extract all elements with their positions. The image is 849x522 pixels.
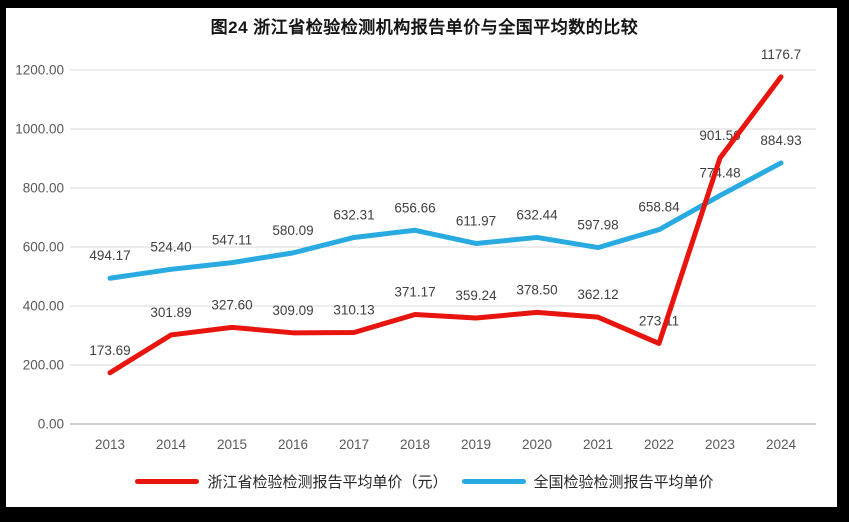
- data-label: 884.93: [760, 133, 801, 148]
- legend-item-national: 全国检验检测报告平均单价: [461, 471, 714, 492]
- data-label: 547.11: [212, 233, 252, 248]
- x-axis-tick-label: 2022: [644, 437, 674, 452]
- data-label: 362.12: [577, 287, 618, 302]
- data-label: 371.17: [394, 285, 435, 300]
- data-label: 524.40: [150, 239, 191, 254]
- data-label: 580.09: [272, 223, 313, 238]
- series-line-0: [107, 74, 784, 376]
- data-label: 774.48: [699, 166, 740, 181]
- y-axis-tick-label: 600.00: [23, 240, 64, 255]
- data-label: 901.56: [699, 128, 740, 143]
- data-label: 632.31: [333, 207, 374, 222]
- data-label: 310.13: [333, 303, 374, 318]
- legend-label-zhejiang: 浙江省检验检测报告平均单价（元）: [207, 474, 448, 491]
- data-label: 1176.7: [761, 47, 801, 62]
- x-axis-tick-label: 2019: [461, 437, 491, 452]
- y-axis-tick-label: 400.00: [23, 299, 64, 314]
- y-axis-tick-label: 200.00: [23, 358, 64, 373]
- x-axis-tick-label: 2020: [522, 437, 552, 452]
- data-label: 611.97: [456, 213, 496, 228]
- legend-swatch-zhejiang-red-line: [135, 479, 200, 484]
- y-axis-tick-label: 1000.00: [15, 122, 64, 137]
- x-axis-tick-label: 2015: [217, 437, 247, 452]
- data-label: 301.89: [150, 305, 191, 320]
- legend-swatch-national-blue-line: [461, 479, 526, 484]
- y-axis-tick-label: 1200.00: [15, 63, 64, 78]
- data-label: 494.17: [89, 248, 130, 263]
- x-axis-tick-label: 2018: [400, 437, 430, 452]
- chart-title: 图24 浙江省检验检测机构报告单价与全国平均数的比较: [210, 18, 639, 37]
- data-label: 359.24: [455, 288, 497, 303]
- x-axis-tick-label: 2017: [339, 437, 369, 452]
- x-axis-tick-label: 2014: [156, 437, 187, 452]
- data-label: 658.84: [638, 200, 680, 215]
- x-axis-tick-label: 2024: [766, 437, 797, 452]
- x-axis-tick-label: 2016: [278, 437, 308, 452]
- data-label: 327.60: [211, 297, 252, 312]
- data-label: 309.09: [272, 303, 313, 318]
- x-axis-tick-label: 2013: [95, 437, 125, 452]
- x-axis-tick-label: 2021: [583, 437, 613, 452]
- y-axis-tick-label: 0.00: [38, 417, 64, 432]
- data-label: 597.98: [577, 218, 618, 233]
- y-axis-tick-label: 800.00: [23, 181, 64, 196]
- legend-item-zhejiang: 浙江省检验检测报告平均单价（元）: [135, 471, 448, 492]
- legend-label-national: 全国检验检测报告平均单价: [533, 474, 714, 491]
- x-axis-tick-label: 2023: [705, 437, 735, 452]
- data-label: 656.66: [394, 200, 435, 215]
- data-label: 273.11: [639, 313, 679, 328]
- data-label: 378.50: [516, 282, 557, 297]
- data-label: 632.44: [516, 207, 558, 222]
- series-line-1: [107, 160, 784, 281]
- data-label: 173.69: [89, 343, 130, 358]
- chart-legend: 浙江省检验检测报告平均单价（元） 全国检验检测报告平均单价: [0, 471, 849, 492]
